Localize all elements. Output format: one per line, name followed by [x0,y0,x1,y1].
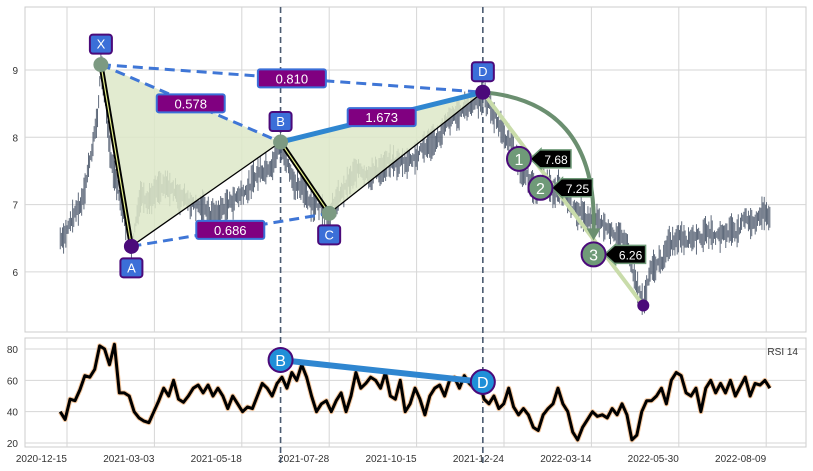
point-box [268,111,293,133]
rsi-title: RSI 14 [767,347,798,358]
point-label: X [97,37,106,52]
rsi-divergence-line [280,356,484,385]
target-arrow-box [603,242,647,267]
target-value: 7.25 [566,182,590,196]
target-circle [580,241,607,268]
rsi-line [58,342,772,442]
point-label: A [127,260,136,275]
ratio-box [346,107,417,128]
rsi-divergence-point [469,368,496,395]
y-tick-label: 6 [12,268,18,279]
rsi-y-tick-label: 20 [7,439,19,450]
pattern-point-C [321,205,337,221]
target-number: 1 [515,152,524,169]
x-tick-label: 2021-10-15 [365,454,417,465]
ratio-box [195,219,266,240]
pattern-point-B [273,134,289,150]
point-label: C [324,227,333,242]
point-box [119,257,144,279]
pattern-point-X [93,57,109,73]
x-tick-label: 2022-05-30 [628,454,680,465]
rsi-divergence-label: B [275,353,286,370]
rsi-y-tick-label: 80 [7,345,19,356]
x-tick-label: 2021-05-18 [191,454,243,465]
rsi-divergence-label: D [477,375,489,392]
rsi-y-tick-label: 60 [7,376,19,387]
point-box [317,224,342,246]
bcd-triangle [280,92,483,214]
y-tick-label: 9 [12,66,18,77]
target-arrow-box [550,176,594,200]
ratio-label: 1.673 [365,110,398,125]
x-tick-label: 2021-07-28 [278,454,330,465]
ratio-label: 0.578 [174,96,207,111]
point-box [88,33,113,55]
target-value: 7.68 [544,153,568,167]
target-number: 2 [536,181,545,198]
bc-leg-inner [280,141,330,214]
x-tick-label: 2022-08-09 [715,454,767,465]
projection-arc [482,90,596,233]
rsi-y-tick-label: 40 [7,408,19,419]
ratio-label: 0.686 [214,223,247,238]
ratio-box [256,68,327,89]
target-circle [527,174,554,201]
target-number: 3 [589,247,598,264]
x-tick-label: 2021-12-24 [453,454,505,465]
ratio-label: 0.810 [276,71,309,86]
cd-leg [328,91,484,214]
rsi-divergence-point [267,346,294,373]
x-tick-label: 2022-03-14 [540,454,592,465]
target-value: 6.26 [619,248,643,262]
x-tick-label: 2021-03-03 [103,454,155,465]
pattern-point-A [123,238,139,254]
point-box [470,61,495,83]
y-tick-label: 8 [12,133,18,144]
y-tick-label: 7 [12,201,18,212]
ab-leg [131,141,281,247]
xab-triangle [100,64,281,247]
x-tick-label: 2020-12-15 [16,454,68,465]
point-label: B [276,114,285,129]
pattern-point-D [475,84,491,100]
point-label: D [478,64,487,79]
projection-end-point [637,299,650,312]
xa-leg-inner [100,64,133,247]
target-circle [506,145,532,172]
arrowhead-icon [586,228,601,241]
ratio-box [155,93,226,114]
target-arrow-box [528,147,572,171]
